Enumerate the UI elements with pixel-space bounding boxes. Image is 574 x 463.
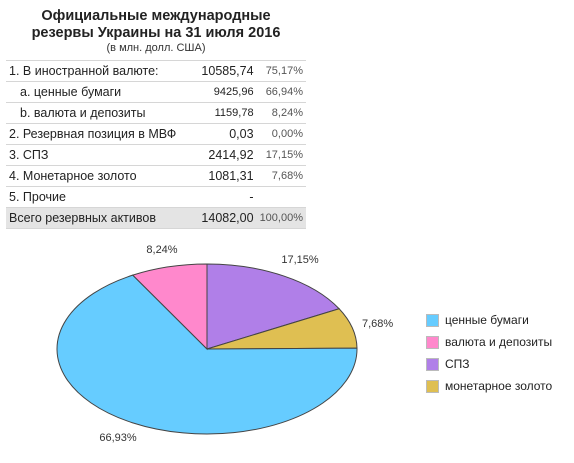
legend-label: ценные бумаги — [445, 313, 529, 327]
table-row-securities: a. ценные бумаги 9425,96 66,94% — [6, 81, 306, 103]
row-percent: 100,00% — [256, 207, 306, 229]
pie-slice-0 — [56, 274, 358, 435]
slice-label-2: 17,15% — [281, 254, 319, 266]
slice-label-0: 66,93% — [99, 432, 137, 444]
row-percent: 8,24% — [256, 102, 306, 124]
reserves-table: 1. В иностранной валюте: 10585,74 75,17%… — [6, 60, 306, 229]
legend-label: валюта и депозиты — [445, 335, 553, 349]
row-label: 2. Резервная позиция в МВФ — [6, 123, 194, 145]
table-row-gold: 4. Монетарное золото 1081,31 7,68% — [6, 165, 306, 187]
legend-swatch — [426, 335, 439, 349]
title-block: Официальные международные резервы Украин… — [6, 8, 306, 55]
legend-label: СПЗ — [445, 357, 470, 371]
table-row-currency-deposits: b. валюта и депозиты 1159,78 8,24% — [6, 102, 306, 124]
row-percent — [256, 186, 306, 208]
row-percent: 17,15% — [256, 144, 306, 166]
legend-label: монетарное золото — [445, 379, 553, 393]
row-value: - — [193, 186, 257, 208]
chart-title-line-2: резервы Украины на 31 июля 2016 — [31, 25, 281, 41]
legend-item-securities: ценные бумаги — [426, 309, 552, 331]
row-label: 5. Прочие — [6, 186, 194, 208]
legend-item-gold: монетарное золото — [426, 375, 552, 397]
legend-swatch — [426, 357, 439, 371]
legend-swatch — [426, 313, 439, 327]
row-label: a. ценные бумаги — [6, 81, 194, 103]
row-value: 2414,92 — [193, 144, 257, 166]
chart-title-line-1: Официальные международные — [41, 8, 271, 24]
row-percent: 66,94% — [256, 81, 306, 103]
row-value: 10585,74 — [193, 60, 257, 82]
table-row-total: Всего резервных активов 14082,00 100,00% — [6, 207, 306, 229]
row-label: 1. В иностранной валюте: — [6, 60, 194, 82]
table-row-foreign-currency: 1. В иностранной валюте: 10585,74 75,17% — [6, 60, 306, 82]
slice-label-1: 8,24% — [146, 244, 177, 256]
row-value: 14082,00 — [193, 207, 257, 229]
row-percent: 7,68% — [256, 165, 306, 187]
slice-label-3: 7,68% — [362, 318, 393, 330]
legend-item-sdr: СПЗ — [426, 353, 552, 375]
table-row-sdr: 3. СПЗ 2414,92 17,15% — [6, 144, 306, 166]
pie-slice-1 — [131, 263, 208, 351]
pie-slice-2 — [206, 263, 341, 350]
row-label: 3. СПЗ — [6, 144, 194, 166]
row-value: 0,03 — [193, 123, 257, 145]
row-value: 9425,96 — [193, 81, 257, 103]
table-row-other: 5. Прочие - — [6, 186, 306, 208]
row-value: 1159,78 — [193, 102, 257, 124]
row-value: 1081,31 — [193, 165, 257, 187]
chart-legend: ценные бумаги валюта и депозиты СПЗ моне… — [426, 309, 552, 397]
row-label: 4. Монетарное золото — [6, 165, 194, 187]
row-percent: 75,17% — [256, 60, 306, 82]
row-label: b. валюта и депозиты — [6, 102, 194, 124]
row-label: Всего резервных активов — [6, 207, 194, 229]
units-subtitle: (в млн. долл. США) — [106, 42, 206, 54]
row-percent: 0,00% — [256, 123, 306, 145]
legend-swatch — [426, 379, 439, 393]
legend-item-currency-deposits: валюта и депозиты — [426, 331, 552, 353]
table-row-imf-position: 2. Резервная позиция в МВФ 0,03 0,00% — [6, 123, 306, 145]
